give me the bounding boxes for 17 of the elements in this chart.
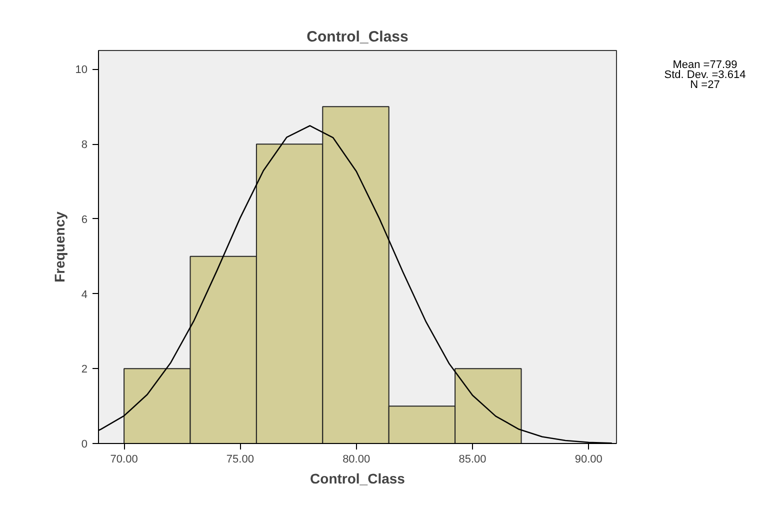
text: Mean =77.99 [672,59,738,71]
y-axis-title: Frequency [51,211,68,282]
y-tick-label: 0 [81,438,88,450]
x-tick-label: 85.00 [458,454,486,466]
text: Std. Dev. =3.614 [664,69,746,81]
y-tick-label: 2 [81,364,88,376]
x-tick-label: 75.00 [226,454,254,466]
y-tick-label: 8 [81,139,88,152]
chart-title: Control_Class [306,28,408,46]
y-tick-label: 4 [81,288,88,301]
text: N =27 [689,79,721,91]
x-axis-title: Control_Class [310,470,406,486]
y-tick-label: 10 [75,64,88,76]
x-tick-label: 70.00 [110,454,138,466]
x-tick-label: 90.00 [574,454,602,466]
x-tick-label: 80.00 [342,454,370,466]
y-tick-label: 6 [81,214,88,226]
